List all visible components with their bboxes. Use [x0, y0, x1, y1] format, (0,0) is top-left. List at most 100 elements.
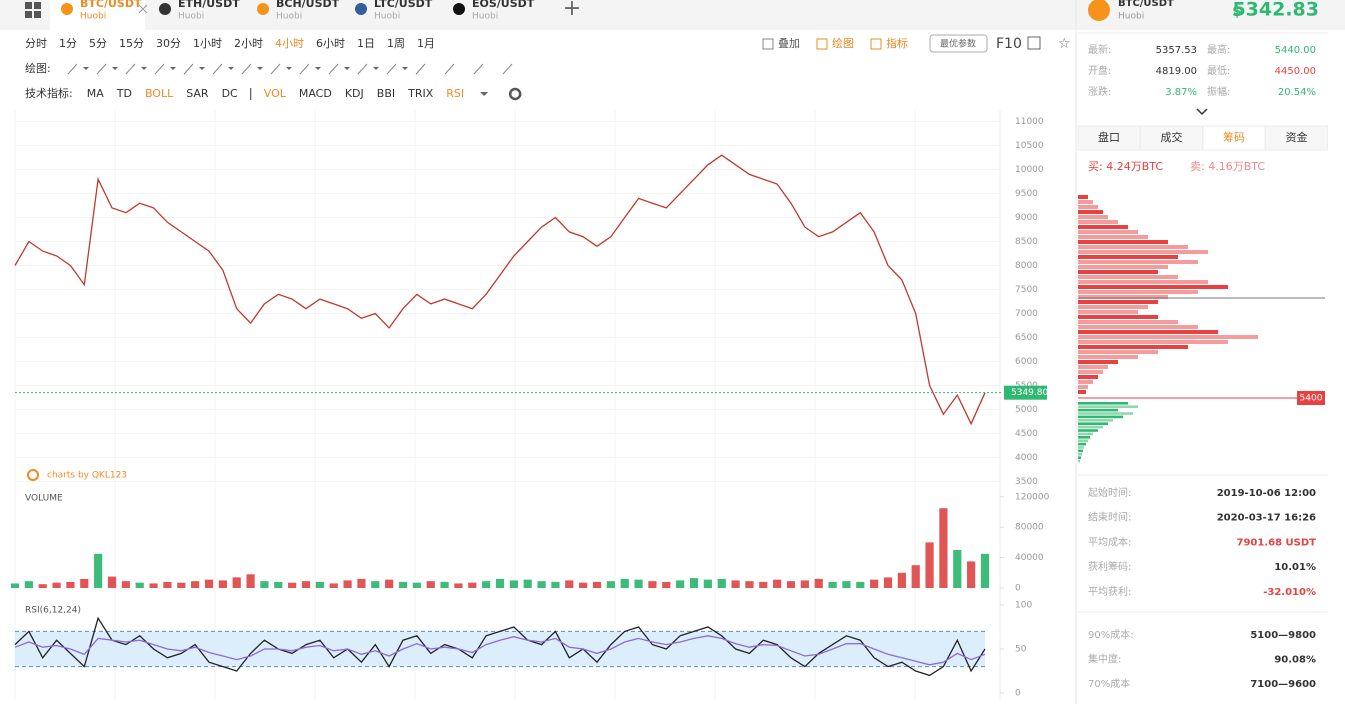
- tool-caret[interactable]: [170, 67, 176, 70]
- panel-tab-bg[interactable]: [1202, 125, 1266, 151]
- chip-bar-sell: [1078, 345, 1188, 349]
- toolbar-action[interactable]: 指标: [886, 36, 908, 50]
- indicator[interactable]: SAR: [186, 87, 209, 100]
- tab-close[interactable]: [138, 4, 148, 14]
- timeframe[interactable]: 5分: [89, 37, 107, 50]
- indicator[interactable]: KDJ: [345, 87, 364, 100]
- indicator[interactable]: VOL: [264, 87, 287, 100]
- chip-bar-sell: [1078, 390, 1086, 394]
- draw-tool-icon[interactable]: [357, 63, 368, 75]
- series-line: [14, 616, 986, 677]
- stat-label: 涨跌:: [1088, 85, 1111, 98]
- timeframe[interactable]: 2小时: [234, 37, 263, 50]
- chip-bar-sell: [1078, 260, 1198, 264]
- indicator[interactable]: BOLL: [145, 87, 174, 100]
- draw-tool-icon[interactable]: [241, 63, 252, 75]
- draw-tool-icon[interactable]: [415, 63, 426, 75]
- y-tick-label: 0: [1015, 689, 1021, 699]
- panel-tab-bg[interactable]: [1140, 125, 1203, 151]
- draw-tool-icon[interactable]: [212, 63, 223, 75]
- indicator[interactable]: MACD: [299, 87, 332, 100]
- f10-button[interactable]: F10: [996, 36, 1022, 52]
- indicator[interactable]: MA: [87, 87, 104, 100]
- draw-tool-icon[interactable]: [154, 63, 165, 75]
- draw-tool-icon[interactable]: [67, 63, 78, 75]
- indicator[interactable]: BBI: [377, 87, 395, 100]
- params-button[interactable]: 最优参数: [940, 38, 976, 50]
- info-value: 7100—9600: [1250, 679, 1316, 690]
- tool-caret[interactable]: [286, 67, 292, 70]
- panel-tab[interactable]: 盘口: [1098, 130, 1120, 144]
- indicator[interactable]: RSI: [446, 87, 464, 100]
- tool-caret[interactable]: [257, 67, 263, 70]
- panel-tab-bg[interactable]: [1265, 125, 1328, 151]
- tool-caret[interactable]: [228, 67, 234, 70]
- volume-bar: [204, 579, 214, 588]
- chip-bar-sell: [1078, 365, 1108, 369]
- tool-caret[interactable]: [112, 67, 118, 70]
- timeframe[interactable]: 4小时: [275, 37, 304, 50]
- volume-bar: [759, 581, 768, 588]
- tool-caret[interactable]: [315, 67, 321, 70]
- timeframe[interactable]: 30分: [156, 37, 181, 50]
- y-tick-label: 9500: [1015, 189, 1038, 199]
- fullscreen-icon[interactable]: [1027, 36, 1041, 50]
- volume-bar: [191, 581, 200, 588]
- action-icon: [762, 38, 774, 50]
- timeframe[interactable]: 1日: [357, 37, 375, 50]
- timeframe[interactable]: 1小时: [193, 37, 222, 50]
- info-label: 结束时间:: [1088, 511, 1131, 524]
- params-button-box[interactable]: [929, 34, 988, 53]
- timeframe[interactable]: 1周: [387, 37, 405, 50]
- chip-bar-sell: [1078, 325, 1198, 329]
- volume-bar: [676, 580, 685, 588]
- tab-pair[interactable]: LTC/USDT: [374, 0, 433, 10]
- add-tab[interactable]: +: [563, 0, 581, 21]
- draw-tool-icon[interactable]: [96, 63, 107, 75]
- draw-tool-icon[interactable]: [473, 63, 484, 75]
- info-value: -32.010%: [1263, 587, 1316, 598]
- draw-tool-icon[interactable]: [125, 63, 136, 75]
- star-icon[interactable]: ☆: [1058, 36, 1071, 52]
- settings-icon[interactable]: [508, 87, 522, 101]
- draw-tool-icon[interactable]: [502, 63, 513, 75]
- draw-tool-icon[interactable]: [386, 63, 397, 75]
- timeframe[interactable]: 1分: [59, 37, 77, 50]
- buy-volume: 买: 4.24万BTC: [1088, 160, 1163, 173]
- tool-caret[interactable]: [344, 67, 350, 70]
- panel-tab[interactable]: 资金: [1286, 130, 1308, 144]
- tab-pair[interactable]: BTC/USDT: [80, 0, 142, 10]
- draw-tool-icon[interactable]: [328, 63, 339, 75]
- tool-caret[interactable]: [141, 67, 147, 70]
- chip-bar-sell: [1078, 280, 1208, 284]
- draw-tool-icon[interactable]: [299, 63, 310, 75]
- draw-tool-icon[interactable]: [183, 63, 194, 75]
- panel-tab-bg[interactable]: [1077, 125, 1141, 151]
- tab-pair[interactable]: EOS/USDT: [472, 0, 535, 10]
- indicator-caret[interactable]: [480, 92, 489, 96]
- toolbar-action[interactable]: 绘图: [832, 36, 854, 50]
- tab-pair[interactable]: ETH/USDT: [178, 0, 240, 10]
- tool-caret[interactable]: [199, 67, 205, 70]
- indicator[interactable]: TD: [116, 87, 132, 100]
- indicator[interactable]: TRIX: [407, 87, 434, 100]
- indicator[interactable]: DC: [222, 87, 238, 100]
- panel-tab[interactable]: 成交: [1161, 130, 1183, 144]
- timeframe[interactable]: 6小时: [316, 37, 345, 50]
- tool-caret[interactable]: [402, 67, 408, 70]
- toolbar-action[interactable]: 叠加: [778, 37, 800, 50]
- panel-tab[interactable]: 筹码: [1223, 130, 1245, 144]
- draw-tool-icon[interactable]: [444, 63, 455, 75]
- draw-tool-icon[interactable]: [270, 63, 281, 75]
- expand-chevron[interactable]: [1196, 108, 1208, 116]
- marker-tag: [1297, 391, 1325, 405]
- ticker-price: 5342.83: [1232, 0, 1319, 21]
- volume-bar: [717, 578, 726, 588]
- timeframe[interactable]: 1月: [417, 37, 435, 50]
- chip-bar-buy: [1078, 408, 1118, 412]
- timeframe[interactable]: 15分: [119, 37, 144, 50]
- tool-caret[interactable]: [83, 67, 89, 70]
- tab-pair[interactable]: BCH/USDT: [276, 0, 340, 10]
- timeframe[interactable]: 分时: [25, 37, 47, 50]
- tool-caret[interactable]: [373, 67, 379, 70]
